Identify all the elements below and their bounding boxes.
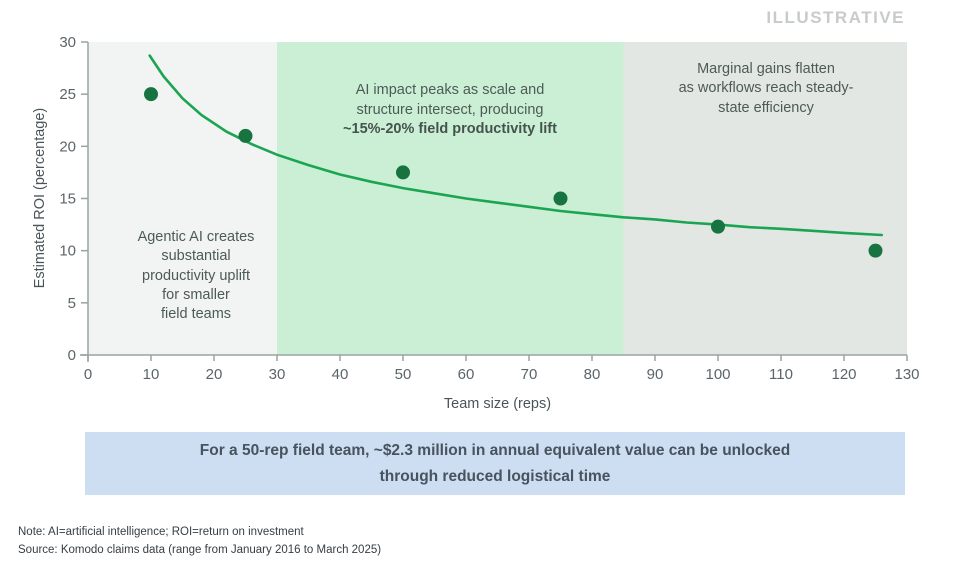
x-tick-label: 120 [831, 366, 856, 383]
data-point [553, 191, 568, 206]
y-tick-label: 10 [59, 243, 76, 260]
trend-line [148, 54, 884, 237]
data-point [144, 87, 158, 102]
y-tick-label: 30 [59, 34, 76, 51]
y-tick-label: 15 [59, 191, 76, 208]
footnotes: Note: AI=artificial intelligence; ROI=re… [18, 524, 381, 560]
chart-region-0 [88, 42, 277, 355]
x-tick-label: 0 [84, 366, 92, 383]
y-tick-label: 0 [68, 347, 76, 364]
footnote-source: Source: Komodo claims data (range from J… [18, 543, 382, 556]
x-tick-label: 50 [395, 366, 412, 383]
x-axis-title: Team size (reps) [443, 396, 552, 412]
footnote-note: Note: AI=artificial intelligence; ROI=re… [18, 526, 304, 538]
x-tick-label: 90 [647, 366, 664, 383]
illustrative-tag: ILLUSTRATIVE [766, 8, 905, 27]
y-tick-label: 5 [68, 295, 76, 312]
x-tick-label: 20 [206, 366, 223, 383]
x-tick-label: 30 [269, 366, 286, 383]
data-point [238, 128, 253, 143]
y-axis-title: Estimated ROI (percentage) [32, 107, 48, 289]
annotation-peak-impact-text: AI impact peaks as scale and structure i… [355, 82, 545, 118]
y-tick-label: 25 [59, 86, 76, 103]
x-tick-label: 10 [143, 366, 160, 383]
annotation-peak-impact-highlight: ~15%-20% field productivity lift [343, 120, 557, 137]
annotation-small-teams: Agentic AI creates substantial productiv… [137, 229, 255, 323]
x-tick-label: 80 [584, 366, 601, 383]
annotation-steady-state: Marginal gains flatten as workflows reac… [678, 61, 854, 116]
data-point [711, 219, 725, 234]
x-tick-label: 60 [458, 366, 475, 383]
roi-scatter-chart: 0 10 20 30 40 50 60 70 80 90 100 110 120 130 0 5 10 15 20 2… [59, 34, 919, 383]
x-tick-label: 110 [769, 366, 793, 383]
chart-region-2 [623, 42, 907, 355]
x-tick-label: 100 [705, 366, 730, 383]
data-point [396, 165, 410, 180]
annotation-peak-impact: AI impact peaks as scale and structure i… [298, 62, 602, 158]
x-tick-label: 40 [332, 366, 349, 383]
value-callout-banner: For a 50-rep field team, ~$2.3 million i… [85, 432, 905, 495]
data-point [868, 243, 883, 258]
x-tick-label: 70 [521, 366, 538, 383]
x-tick-label: 130 [894, 366, 919, 383]
y-tick-label: 20 [59, 138, 76, 155]
